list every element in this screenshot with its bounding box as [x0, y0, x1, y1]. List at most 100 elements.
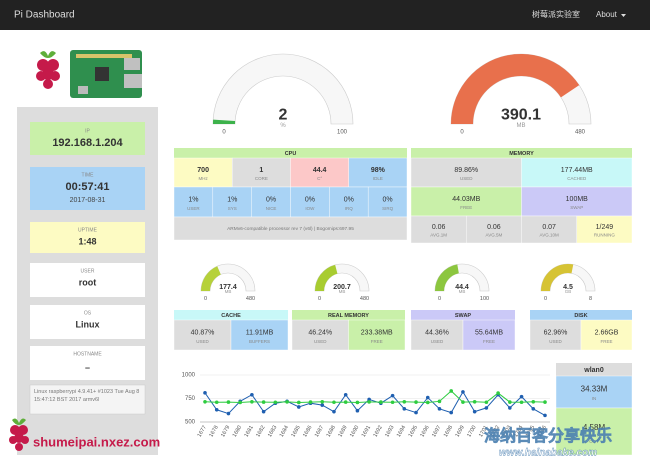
cell-value: 100MB	[566, 196, 589, 203]
series-point	[320, 403, 325, 407]
cell-label: MHz	[199, 176, 209, 181]
cell-label: USED	[196, 339, 209, 344]
panel-title: SWAP	[455, 313, 472, 319]
card-value: 192.168.1.204	[52, 137, 123, 149]
gauge-unit: MB	[339, 289, 346, 294]
series-point	[484, 406, 489, 410]
cell-value: 98%	[371, 167, 386, 174]
ip-card	[30, 122, 145, 155]
series-point	[355, 408, 360, 413]
x-tick-label: 1698	[443, 425, 454, 439]
time-card	[30, 167, 145, 210]
pi-board	[70, 50, 142, 98]
gauge-unit: MB	[459, 289, 466, 294]
cell	[466, 215, 522, 244]
cell-value: 0.06	[432, 224, 446, 231]
cell	[410, 319, 464, 351]
series-point	[496, 391, 500, 395]
series-point	[472, 399, 477, 404]
x-tick-label: 1695	[408, 425, 419, 439]
brand[interactable]: Pi Dashboard	[14, 10, 75, 21]
cell	[348, 157, 408, 188]
cell-value: 1%	[227, 196, 237, 203]
y-tick-label: 1000	[182, 373, 196, 379]
cell	[173, 157, 233, 188]
nav-link[interactable]: About	[596, 10, 618, 19]
cell-value: 4.58M	[583, 423, 606, 432]
cell-label: USER	[187, 206, 200, 211]
gauge-min: 0	[222, 130, 226, 136]
cell-value: 0.06	[487, 224, 501, 231]
gauge-min: 0	[204, 296, 207, 302]
series-point	[402, 399, 407, 404]
x-tick-label: 1680	[232, 425, 243, 439]
cell-value: 44.4	[313, 167, 327, 174]
gauge-track	[212, 53, 354, 125]
cell-value: 233.38MB	[361, 329, 393, 336]
panel-header	[411, 310, 515, 320]
x-tick-label: 1689	[337, 425, 348, 439]
cell-label: SIRQ	[382, 206, 394, 211]
cell-value: 44.36%	[425, 329, 449, 336]
panel-header	[174, 148, 407, 158]
cell	[290, 186, 330, 218]
cell	[251, 186, 291, 218]
cell-value: 34.33M	[581, 385, 608, 394]
x-tick-label: 1693	[384, 425, 395, 439]
x-tick-label: 1699	[455, 425, 466, 439]
card-label: USER	[81, 268, 95, 274]
gauge-fill	[541, 264, 574, 291]
series-point	[367, 400, 371, 404]
gauge-value: 390.1	[501, 106, 541, 123]
cell-label: IRQ	[345, 206, 354, 211]
cell-value: 44.03MB	[452, 196, 480, 203]
gauge-min: 0	[438, 296, 441, 302]
x-tick-label: 1692	[373, 425, 384, 439]
cell	[555, 407, 633, 456]
series-line	[204, 390, 546, 416]
gauge-unit: MB	[517, 123, 526, 129]
cell-value: 0%	[266, 196, 276, 203]
cell-value: 0%	[383, 196, 393, 203]
cell-text: ARMv6-compatible processor rev 7 (v6l) |…	[227, 226, 354, 232]
gauge-value: 177.4	[219, 284, 237, 291]
cell-label: FREE	[600, 339, 612, 344]
cell-label: USED	[460, 176, 473, 181]
hostname-card	[30, 346, 145, 380]
cell	[521, 215, 577, 244]
series-point	[449, 389, 454, 393]
cell-label: IN	[592, 396, 597, 401]
series-point	[332, 409, 336, 414]
cell-label: IDLE	[373, 176, 383, 181]
card-date: 2017-08-31	[70, 197, 106, 204]
series-point	[508, 400, 512, 404]
gauge-fill	[201, 266, 221, 291]
cell	[521, 157, 633, 188]
x-tick-label: 1678	[208, 425, 219, 439]
series-point	[402, 407, 407, 411]
x-tick-label: 1690	[349, 425, 360, 439]
card-label: OS	[84, 310, 92, 316]
cell-label: AVG.5M	[486, 233, 503, 238]
gauge-value: 200.7	[333, 284, 351, 291]
nav-link[interactable]: 树莓派实验室	[532, 9, 580, 19]
cell-value: 62.96%	[544, 329, 568, 336]
footer-raspberry	[9, 418, 29, 451]
panel-header	[174, 310, 288, 320]
cell	[410, 157, 522, 188]
gauge-max: 480	[360, 296, 369, 302]
uname-card	[29, 384, 146, 415]
card-value: 00:57:41	[65, 181, 109, 193]
x-tick-label: 1679	[220, 425, 231, 439]
x-tick-label: 1681	[244, 425, 255, 439]
series-point	[296, 405, 301, 409]
cell-label: USED	[549, 339, 562, 344]
y-tick-label: 750	[185, 396, 196, 402]
cell-label: SWAP	[570, 205, 583, 210]
x-tick-label: 1685	[290, 425, 301, 439]
x-tick-label: 1694	[396, 425, 407, 439]
cell-label: RUNNING	[594, 233, 615, 238]
caret	[621, 14, 626, 17]
